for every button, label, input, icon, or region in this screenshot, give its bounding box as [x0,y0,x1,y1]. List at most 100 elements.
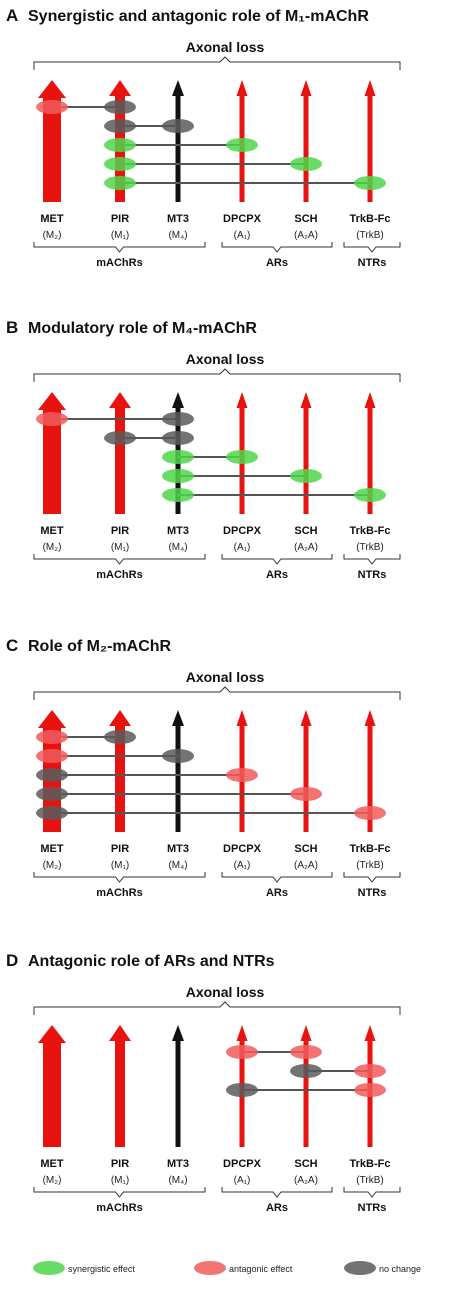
nochange-effect-marker [36,768,68,782]
receptor-label-pir: (M₁) [111,1175,129,1186]
synergistic-legend-marker [33,1261,65,1275]
drug-label-mt3: MT3 [167,1158,189,1170]
receptor-label-sch: (A₂A) [294,542,318,553]
receptor-label-dpcpx: (A₁) [234,230,251,241]
legend-label: antagonic effect [229,1264,293,1274]
drug-label-dpcpx: DPCPX [223,1158,262,1170]
group-bracket [343,242,401,253]
axonal-loss-label: Axonal loss [186,39,265,55]
group-label-machrs: mAChRs [96,887,142,899]
drug-label-dpcpx: DPCPX [223,525,262,537]
legend-item-antagonic: antagonic effect [194,1261,293,1275]
arrow-head-mt3 [172,80,184,96]
drug-label-dpcpx: DPCPX [223,213,262,225]
arrow-head-sch [300,710,312,726]
drug-label-pir: PIR [111,525,129,537]
panel-letter: C [6,636,18,655]
legend-label: synergistic effect [68,1264,135,1274]
receptor-label-pir: (M₁) [111,542,129,553]
receptor-label-met: (M₂) [43,230,62,241]
arrow-shaft-sch [303,407,309,514]
group-bracket [343,554,401,565]
synergistic-effect-marker [226,450,258,464]
drug-label-met: MET [40,525,64,537]
legend: synergistic effect antagonic effect no cha… [33,1261,421,1275]
drug-label-trkb-fc: TrkB-Fc [350,843,391,855]
receptor-label-mt3: (M₄) [168,230,187,241]
arrow-head-met [38,392,66,410]
synergistic-effect-marker [290,469,322,483]
group-bracket [33,1187,206,1198]
drug-label-trkb-fc: TrkB-Fc [350,1158,391,1170]
antagonic-effect-marker [36,730,68,744]
nochange-effect-marker [162,431,194,445]
receptor-label-trkb-fc: (TrkB) [356,1175,383,1186]
legend-item-synergistic: synergistic effect [33,1261,135,1275]
receptor-label-dpcpx: (A₁) [234,542,251,553]
arrow-head-pir [109,710,131,726]
drug-label-met: MET [40,213,64,225]
drug-label-pir: PIR [111,213,129,225]
nochange-effect-marker [162,749,194,763]
arrow-head-pir [109,1025,131,1041]
arrow-head-met [38,1025,66,1043]
axonal-loss-brace [33,686,401,700]
group-label-ntrs: NTRs [358,1202,387,1214]
panel-title: Antagonic role of ARs and NTRs [28,953,275,970]
nochange-effect-marker [290,1064,322,1078]
drug-label-sch: SCH [294,525,317,537]
group-label-ars: ARs [266,257,288,269]
receptor-label-mt3: (M₄) [168,860,187,871]
arrow-shaft-met [43,409,61,514]
group-label-ars: ARs [266,1202,288,1214]
group-bracket [221,872,333,883]
antagonic-effect-marker [354,806,386,820]
axonal-loss-brace [33,1001,401,1015]
group-label-ntrs: NTRs [358,887,387,899]
panel-letter: A [6,6,18,25]
synergistic-effect-marker [354,176,386,190]
arrow-head-trkb-fc [364,392,376,408]
drug-label-pir: PIR [111,1158,129,1170]
receptor-label-pir: (M₁) [111,230,129,241]
legend-label: no change [379,1264,421,1274]
group-bracket [221,242,333,253]
arrow-shaft-trkb-fc [367,725,373,832]
receptor-label-sch: (A₂A) [294,1175,318,1186]
nochange-effect-marker [162,412,194,426]
antagonic-effect-marker [354,1064,386,1078]
drug-label-sch: SCH [294,213,317,225]
synergistic-effect-marker [290,157,322,171]
drug-label-sch: SCH [294,1158,317,1170]
arrow-head-trkb-fc [364,80,376,96]
arrow-shaft-sch [303,1040,309,1147]
group-label-ntrs: NTRs [358,569,387,581]
receptor-label-trkb-fc: (TrkB) [356,230,383,241]
drug-label-mt3: MT3 [167,213,189,225]
arrow-head-pir [109,80,131,96]
drug-label-trkb-fc: TrkB-Fc [350,525,391,537]
group-bracket [343,1187,401,1198]
arrow-head-mt3 [172,1025,184,1041]
receptor-label-pir: (M₁) [111,860,129,871]
panel-letter: B [6,318,18,337]
arrow-shaft-met [43,1042,61,1147]
antagonic-legend-marker [194,1261,226,1275]
group-bracket [221,554,333,565]
arrow-head-sch [300,392,312,408]
arrow-shaft-met [43,97,61,202]
drug-label-mt3: MT3 [167,843,189,855]
arrow-head-dpcpx [236,710,248,726]
nochange-effect-marker [104,730,136,744]
receptor-label-trkb-fc: (TrkB) [356,542,383,553]
arrow-shaft-trkb-fc [367,95,373,202]
receptor-label-mt3: (M₄) [168,542,187,553]
nochange-effect-marker [226,1083,258,1097]
antagonic-effect-marker [290,1045,322,1059]
antagonic-effect-marker [36,412,68,426]
antagonic-effect-marker [290,787,322,801]
group-label-machrs: mAChRs [96,569,142,581]
panel-letter: D [6,951,18,970]
receptor-label-met: (M₂) [43,1175,62,1186]
